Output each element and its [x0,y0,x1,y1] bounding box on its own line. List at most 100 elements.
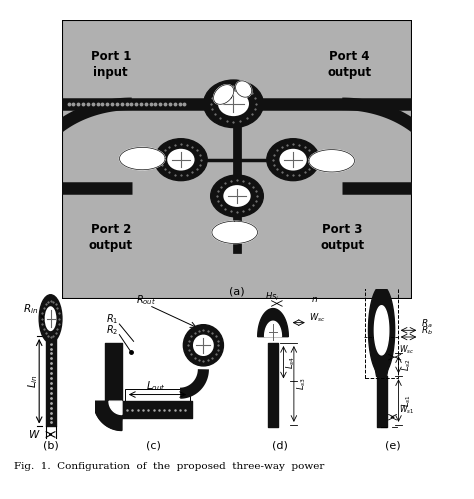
Polygon shape [101,410,113,422]
Text: Fig.  1.  Configuration  of  the  proposed  three-way  power: Fig. 1. Configuration of the proposed th… [14,462,325,471]
Polygon shape [107,412,115,426]
Text: Port 1
input: Port 1 input [91,50,131,79]
Polygon shape [236,81,252,97]
Circle shape [223,185,251,207]
Circle shape [167,149,194,171]
Polygon shape [119,415,121,431]
Polygon shape [118,414,121,430]
Text: $n$: $n$ [311,295,319,304]
Circle shape [267,139,319,181]
Polygon shape [112,414,118,429]
Text: $W_{sc}$: $W_{sc}$ [309,311,326,323]
Polygon shape [118,414,120,430]
Text: $R_{out}$: $R_{out}$ [136,293,156,306]
Polygon shape [373,353,391,376]
Text: $R_b$: $R_b$ [421,324,433,337]
Polygon shape [100,410,112,420]
Polygon shape [94,403,109,405]
Polygon shape [106,412,115,426]
Text: $R_{in}$: $R_{in}$ [23,302,39,316]
Text: $L_{s2}$: $L_{s2}$ [400,358,412,371]
Circle shape [204,80,264,128]
Polygon shape [104,412,114,425]
Polygon shape [115,414,119,430]
Polygon shape [103,411,114,424]
Text: $L_{out}$: $L_{out}$ [146,379,165,393]
Polygon shape [213,85,234,104]
Polygon shape [96,407,110,414]
Text: $L_{s4}$: $L_{s4}$ [285,356,297,369]
Polygon shape [99,409,111,419]
Polygon shape [94,403,109,406]
Circle shape [218,91,249,116]
Text: (b): (b) [43,440,58,450]
Text: $W_{sc}$: $W_{sc}$ [399,343,414,356]
Polygon shape [264,321,282,337]
Text: Port 2
output: Port 2 output [89,224,133,252]
Polygon shape [103,411,114,424]
Polygon shape [94,404,109,408]
Text: (a): (a) [229,286,245,296]
Polygon shape [368,285,395,375]
Bar [365,283,398,378]
Polygon shape [109,401,122,415]
Polygon shape [94,405,109,410]
Polygon shape [96,407,110,415]
Text: (e): (e) [385,440,401,450]
Polygon shape [100,410,112,421]
Polygon shape [93,402,109,403]
Text: Port 3
output: Port 3 output [320,224,365,252]
Polygon shape [96,406,110,413]
Circle shape [45,306,56,331]
Polygon shape [110,413,117,428]
Bar [125,389,191,419]
Text: $L_{s3}$: $L_{s3}$ [295,377,308,390]
Text: $Hs_i$: $Hs_i$ [265,290,280,303]
Polygon shape [212,221,257,244]
Polygon shape [121,415,122,431]
Polygon shape [258,308,288,337]
Polygon shape [94,404,109,409]
Text: $R_1$: $R_1$ [107,313,119,326]
Circle shape [183,325,223,366]
Circle shape [210,175,264,217]
Polygon shape [94,403,109,407]
Polygon shape [108,413,116,427]
Text: $R_a$: $R_a$ [421,317,433,330]
Polygon shape [111,414,118,429]
Polygon shape [374,306,389,355]
Circle shape [193,335,214,356]
Text: $L_{s1}$: $L_{s1}$ [400,394,412,407]
Polygon shape [99,409,112,420]
Polygon shape [105,412,115,425]
Polygon shape [119,147,165,170]
Polygon shape [97,408,111,416]
Text: $R_2$: $R_2$ [107,323,119,337]
Text: $W_{s1}$: $W_{s1}$ [399,403,414,416]
Circle shape [39,295,62,343]
Text: (c): (c) [146,440,160,450]
Text: $L_{in}$: $L_{in}$ [27,374,40,388]
Polygon shape [98,409,111,418]
Polygon shape [109,413,116,428]
Polygon shape [117,414,120,430]
Polygon shape [309,150,355,172]
Polygon shape [97,407,111,416]
Polygon shape [93,402,109,404]
Polygon shape [98,408,111,417]
Polygon shape [101,411,113,422]
Text: (d): (d) [272,440,288,450]
Polygon shape [109,413,117,428]
Text: Port 4
output: Port 4 output [327,50,371,79]
Polygon shape [95,406,110,412]
Polygon shape [107,413,116,427]
Text: $W$: $W$ [28,429,40,441]
Circle shape [280,149,307,171]
Polygon shape [93,401,109,402]
Polygon shape [120,415,121,431]
Polygon shape [113,414,118,429]
Polygon shape [95,405,109,410]
Circle shape [155,139,207,181]
Polygon shape [114,414,118,430]
Polygon shape [116,414,119,430]
